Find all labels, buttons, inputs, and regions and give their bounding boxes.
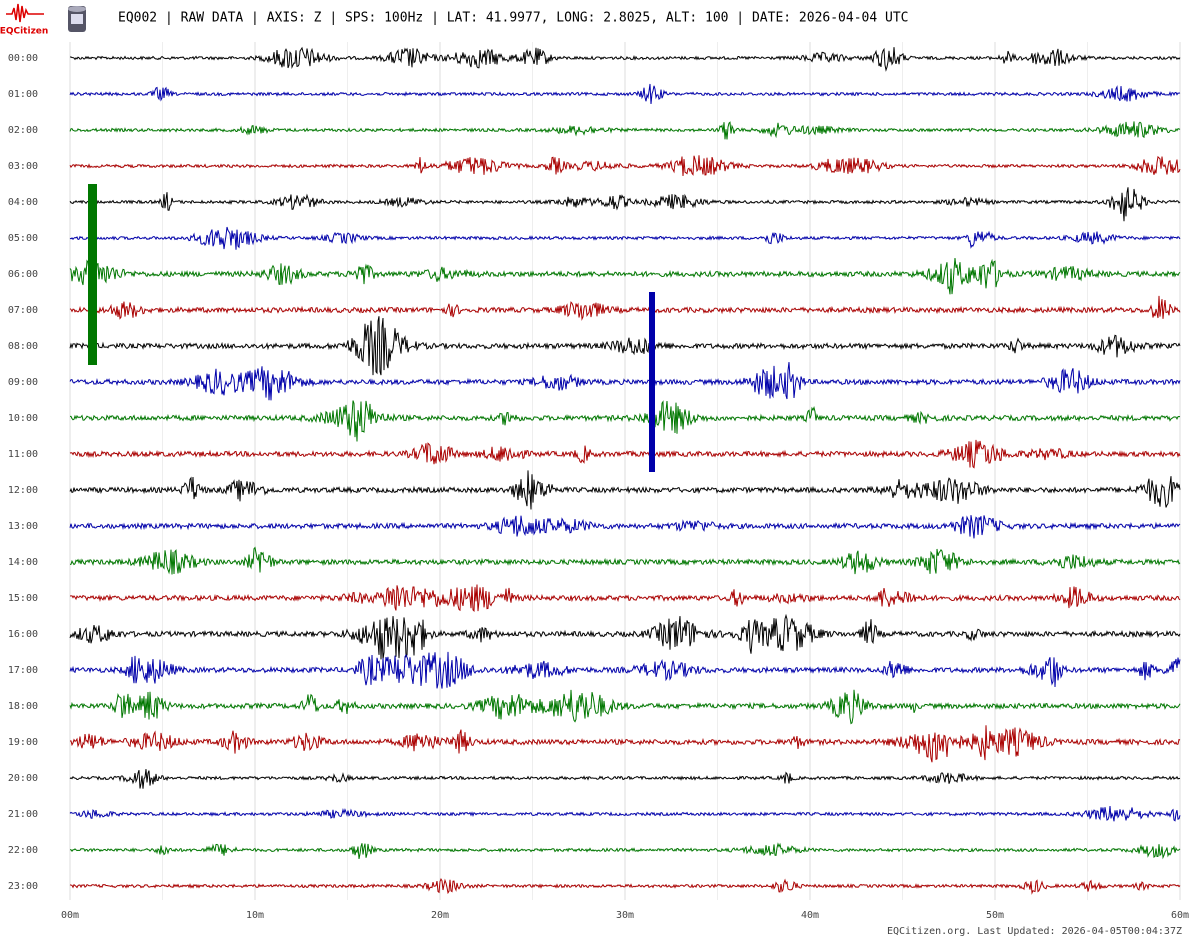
hour-label: 15:00 — [8, 593, 38, 604]
hour-label: 00:00 — [8, 53, 38, 64]
grid — [69, 42, 1181, 900]
x-tick-label: 50m — [986, 910, 1004, 921]
trace — [69, 877, 1181, 895]
x-tick-label: 10m — [246, 910, 264, 921]
trace — [70, 400, 1181, 442]
hour-label: 02:00 — [8, 125, 38, 136]
hour-label: 23:00 — [8, 881, 38, 892]
trace — [69, 515, 1181, 539]
trace — [69, 316, 1181, 376]
x-tick-label: 20m — [431, 910, 449, 921]
trace — [70, 46, 1181, 72]
trace — [69, 155, 1181, 177]
device-icon — [68, 6, 86, 32]
hour-label: 07:00 — [8, 305, 38, 316]
hour-label: 20:00 — [8, 773, 38, 784]
device-label — [71, 14, 83, 24]
hour-label: 13:00 — [8, 521, 38, 532]
hour-label: 11:00 — [8, 449, 38, 460]
hour-label: 17:00 — [8, 665, 38, 676]
title: EQ002 | RAW DATA | AXIS: Z | SPS: 100Hz … — [118, 11, 909, 26]
logo-wave — [6, 3, 44, 23]
hour-label: 09:00 — [8, 377, 38, 388]
device-top — [68, 6, 86, 12]
trace — [69, 584, 1181, 613]
hour-label: 14:00 — [8, 557, 38, 568]
hour-label: 18:00 — [8, 701, 38, 712]
hour-label: 12:00 — [8, 485, 38, 496]
trace — [70, 842, 1181, 860]
logo-text: EQCitizen — [0, 27, 48, 37]
hour-label: 04:00 — [8, 197, 38, 208]
x-tick-label: 40m — [801, 910, 819, 921]
trace — [69, 226, 1181, 250]
trace — [69, 187, 1181, 222]
trace — [69, 651, 1181, 689]
hour-label: 22:00 — [8, 845, 38, 856]
trace — [69, 689, 1181, 725]
x-tick-label: 60m — [1171, 910, 1189, 921]
trace — [69, 613, 1181, 660]
trace — [69, 806, 1181, 822]
hour-label: 10:00 — [8, 413, 38, 424]
hour-label: 16:00 — [8, 629, 38, 640]
burst-marker — [649, 292, 655, 472]
traces — [69, 46, 1181, 895]
x-tick-label: 30m — [616, 910, 634, 921]
trace — [69, 295, 1181, 321]
logo: EQCitizen — [0, 3, 48, 37]
trace — [69, 725, 1181, 763]
trace — [69, 362, 1181, 401]
footer: EQCitizen.org. Last Updated: 2026-04-05T… — [887, 926, 1182, 937]
trace — [69, 470, 1181, 510]
hour-label: 06:00 — [8, 269, 38, 280]
hour-label: 01:00 — [8, 89, 38, 100]
trace — [69, 769, 1181, 789]
hour-label: 05:00 — [8, 233, 38, 244]
trace — [69, 83, 1181, 105]
trace — [69, 257, 1181, 295]
hour-label: 19:00 — [8, 737, 38, 748]
hour-label: 03:00 — [8, 161, 38, 172]
trace — [69, 546, 1181, 575]
burst-marker — [88, 184, 97, 365]
x-tick-label: 00m — [61, 910, 79, 921]
trace — [69, 121, 1181, 140]
hour-label: 21:00 — [8, 809, 38, 820]
hour-label: 08:00 — [8, 341, 38, 352]
trace — [69, 439, 1181, 469]
